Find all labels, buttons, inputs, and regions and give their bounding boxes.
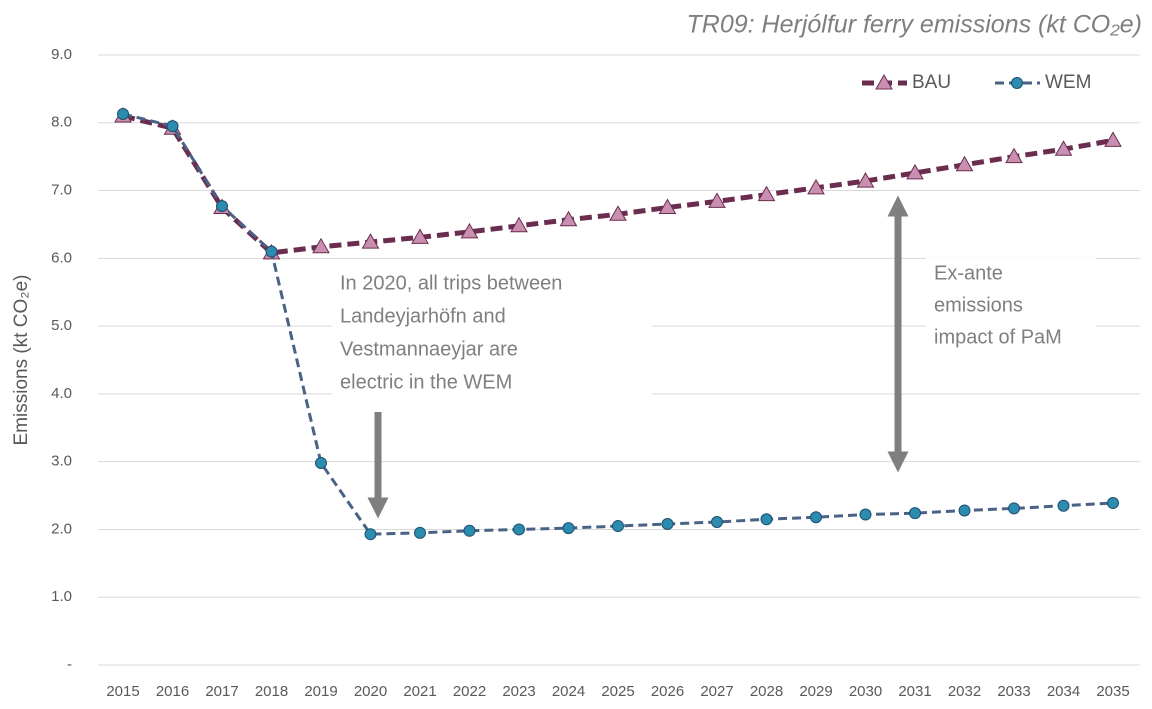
chart-title: TR09: Herjólfur ferry emissions (kt CO₂e… <box>687 11 1142 39</box>
data-point <box>1054 140 1073 156</box>
legend-label: WEM <box>1045 72 1091 93</box>
data-point <box>955 155 974 172</box>
x-tick-label: 2028 <box>750 683 783 700</box>
x-tick-label: 2032 <box>948 683 981 700</box>
data-point <box>463 524 476 537</box>
y-axis-label: Emissions (kt CO₂e) <box>11 274 32 445</box>
data-point <box>460 222 479 239</box>
annotation-bg <box>332 266 652 398</box>
x-tick-label: 2020 <box>354 683 387 700</box>
data-point <box>166 120 179 133</box>
x-tick-label: 2021 <box>403 683 436 700</box>
data-point <box>609 205 627 221</box>
y-tick-label: 4.0 <box>51 385 72 402</box>
data-point <box>117 107 129 120</box>
series-line <box>122 113 1114 256</box>
data-point <box>708 192 726 208</box>
y-tick-label: 5.0 <box>51 317 72 334</box>
annotation: emissions <box>934 294 1023 316</box>
data-point <box>216 200 228 213</box>
data-point <box>909 507 921 520</box>
y-tick-label: 8.0 <box>51 114 72 131</box>
data-point <box>757 185 776 202</box>
data-point <box>1008 502 1020 515</box>
data-point <box>562 522 575 535</box>
data-point <box>1057 499 1070 512</box>
y-tick-label: 3.0 <box>51 453 72 470</box>
data-point <box>810 511 822 524</box>
data-point <box>859 508 872 521</box>
x-tick-label: 2024 <box>552 683 585 700</box>
annotation: Landeyjarhöfn and <box>340 305 506 327</box>
x-tick-label: 2018 <box>255 683 288 700</box>
annotation: Ex-ante <box>934 262 1003 284</box>
annotation: electric in the WEM <box>340 371 512 393</box>
x-tick-label: 2031 <box>898 683 931 700</box>
data-point <box>612 520 624 533</box>
x-tick-label: 2023 <box>502 683 535 700</box>
data-point <box>760 513 773 526</box>
data-point <box>559 210 578 227</box>
x-tick-label: 2034 <box>1047 683 1080 700</box>
legend-marker <box>1011 77 1023 89</box>
legend-label: BAU <box>912 72 951 93</box>
data-point <box>510 216 528 233</box>
data-point <box>1104 131 1122 147</box>
annotation: Vestmannaeyjar are <box>340 338 518 360</box>
y-tick-label: 6.0 <box>51 249 72 266</box>
data-point <box>265 245 278 258</box>
data-point <box>361 233 380 249</box>
x-tick-label: 2027 <box>700 683 733 700</box>
x-tick-label: 2026 <box>651 683 684 700</box>
data-point <box>364 528 377 541</box>
y-tick-label: - <box>67 656 72 673</box>
data-point <box>315 457 327 470</box>
x-tick-label: 2030 <box>849 683 882 700</box>
data-point <box>856 172 875 188</box>
x-tick-label: 2015 <box>106 683 139 700</box>
x-tick-label: 2035 <box>1096 683 1129 700</box>
y-tick-label: 2.0 <box>51 520 72 537</box>
x-tick-label: 2016 <box>156 683 189 700</box>
data-point <box>414 526 426 539</box>
x-tick-label: 2033 <box>997 683 1030 700</box>
data-point <box>711 515 723 528</box>
data-point <box>513 523 525 536</box>
data-point <box>411 228 429 244</box>
y-tick-label: 7.0 <box>51 182 72 199</box>
x-tick-label: 2025 <box>601 683 634 700</box>
legend-marker <box>875 73 893 90</box>
data-point <box>1005 147 1023 164</box>
data-point <box>658 198 677 214</box>
data-point <box>958 504 971 517</box>
data-point <box>312 237 330 254</box>
annotation: impact of PaM <box>934 326 1062 348</box>
annotation-bg <box>926 258 1096 358</box>
x-tick-label: 2029 <box>799 683 832 700</box>
data-point <box>906 163 924 180</box>
x-tick-label: 2022 <box>453 683 486 700</box>
x-tick-label: 2017 <box>205 683 238 700</box>
data-point <box>1107 497 1119 510</box>
y-tick-label: 9.0 <box>51 46 72 63</box>
data-point <box>807 178 825 195</box>
x-tick-label: 2019 <box>304 683 337 700</box>
annotation: In 2020, all trips between <box>340 272 562 294</box>
y-tick-label: 1.0 <box>51 588 72 605</box>
data-point <box>661 518 674 531</box>
